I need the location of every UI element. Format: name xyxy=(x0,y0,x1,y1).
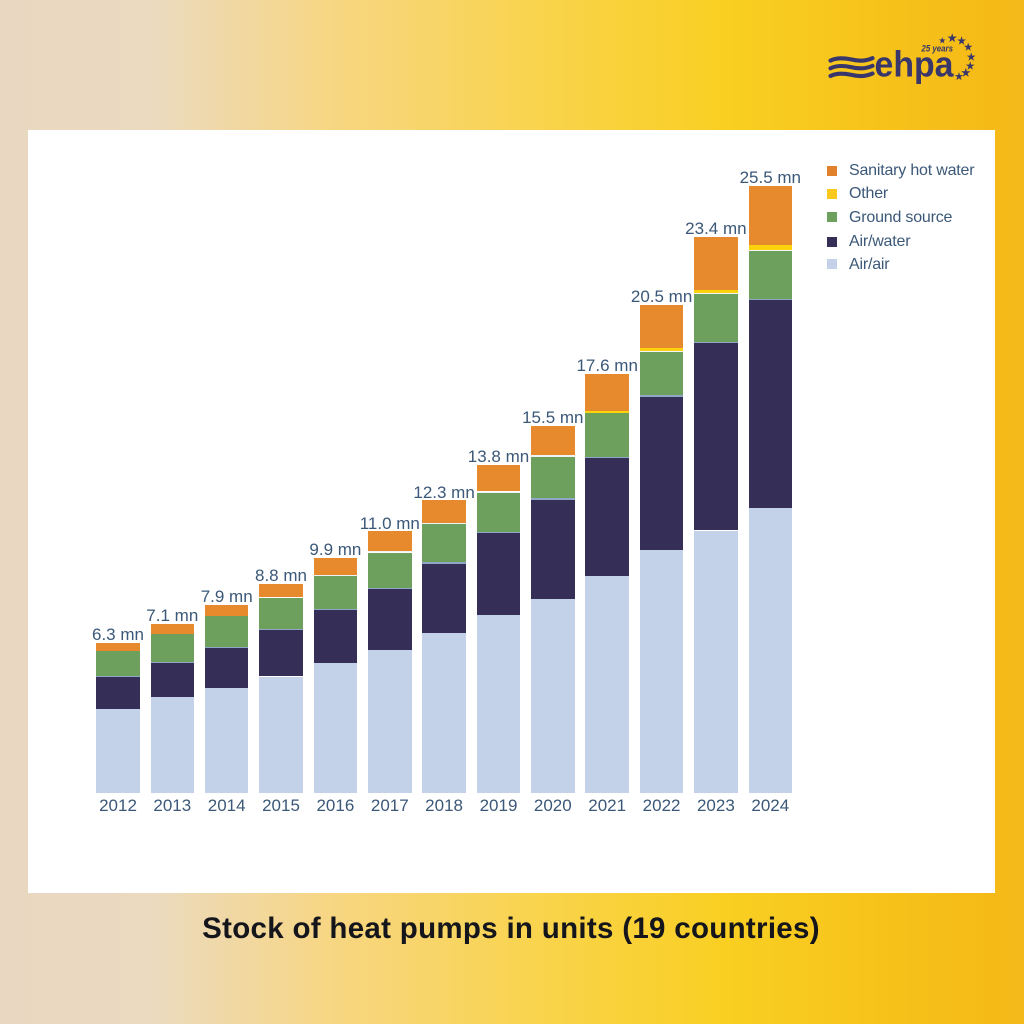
svg-text:25 years: 25 years xyxy=(921,44,953,54)
svg-text:ehpa: ehpa xyxy=(875,44,955,85)
